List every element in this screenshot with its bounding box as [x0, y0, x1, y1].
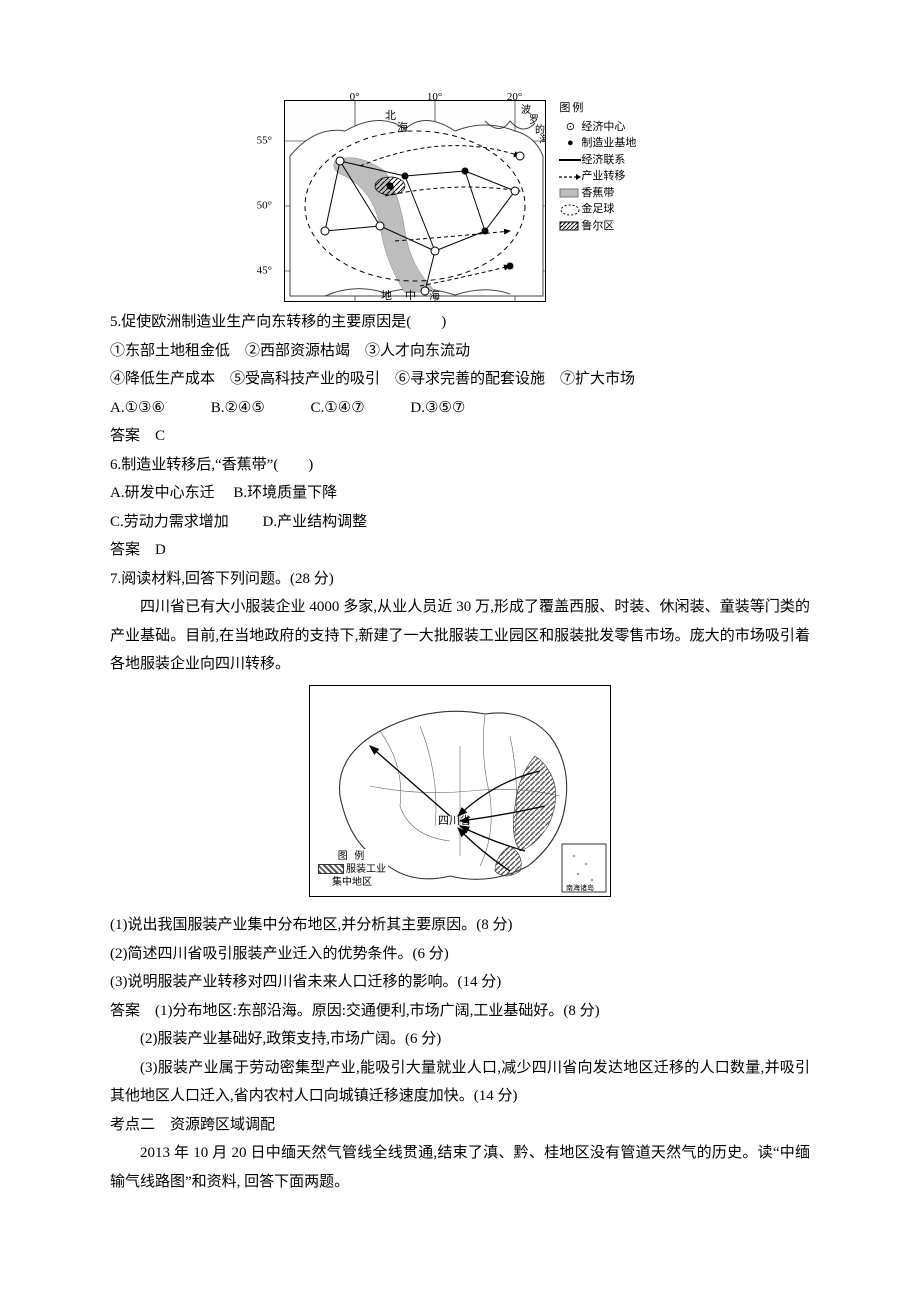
legend-mfg-base: 制造业基地 [581, 137, 636, 149]
q5-optC: C.①④⑦ [311, 394, 365, 423]
q5-stem: 5.促使欧洲制造业生产向东转移的主要原因是( ) [110, 308, 810, 337]
europe-map-svg: 北 海 波 罗 的 海 地 中 海 [285, 101, 545, 301]
q5-cand-line1: ①东部土地租金低 ②西部资源枯竭 ③人才向东流动 [110, 337, 810, 366]
north-sea-label-2: 海 [397, 120, 408, 134]
inset-label: 南海诸岛 [566, 883, 594, 892]
legend-ind-transfer: 产业转移 [581, 170, 625, 182]
q7-answer-3: (3)服装产业属于劳动密集型产业,能吸引大量就业人口,减少四川省向发达地区迁移的… [110, 1054, 810, 1111]
legend-football: 金足球 [581, 203, 614, 215]
q7-para: 四川省已有大小服装企业 4000 多家,从业人员近 30 万,形成了覆盖西服、时… [110, 593, 810, 679]
q6-optB: B.环境质量下降 [233, 485, 337, 501]
q7-sub1: (1)说出我国服装产业集中分布地区,并分析其主要原因。(8 分) [110, 911, 810, 940]
kd2-para: 2013 年 10 月 20 日中缅天然气管线全线贯通,结束了滇、黔、桂地区没有… [110, 1139, 810, 1196]
legend-ruhr: 鲁尔区 [581, 220, 614, 232]
q5-answer: 答案 C [110, 422, 810, 451]
lon-label-2: 20° [507, 87, 522, 108]
q5-optA: A.①③⑥ [110, 394, 165, 423]
answer-prefix: 答案 [110, 1003, 140, 1019]
q6-options-line1: A.研发中心东迁 B.环境质量下降 [110, 479, 810, 508]
q7-sub3: (3)说明服装产业转移对四川省未来人口迁移的影响。(14 分) [110, 968, 810, 997]
figure1-legend: 图例 ⊙经济中心 ●制造业基地 经济联系 产业转移 香蕉带 金足球 鲁尔区 [559, 100, 636, 234]
q6-stem: 6.制造业转移后,“香蕉带”( ) [110, 451, 810, 480]
lon-label-0: 0° [350, 87, 360, 108]
legend-econ-center: 经济中心 [581, 121, 625, 133]
q5-cand-line2: ④降低生产成本 ⑤受高科技产业的吸引 ⑥寻求完善的配套设施 ⑦扩大市场 [110, 365, 810, 394]
svg-text:海: 海 [429, 288, 440, 301]
lon-label-1: 10° [427, 87, 442, 108]
q7-sub2: (2)简述四川省吸引服装产业迁入的优势条件。(6 分) [110, 940, 810, 969]
q6-optC: C.劳动力需求增加 [110, 514, 229, 530]
q6-optA: A.研发中心东迁 [110, 485, 215, 501]
north-sea-label-1: 北 [385, 109, 396, 122]
q5-optB: B.②④⑤ [211, 394, 265, 423]
figure-china-map: 四川省 南海诸岛 图 例 服装工业集中地区 [110, 685, 810, 908]
q7-ans1-text: (1)分布地区:东部沿海。原因:交通便利,市场广阔,工业基础好。(8 分) [155, 1003, 600, 1019]
lat-label-0: 55° [257, 131, 272, 152]
q5-options: A.①③⑥ B.②④⑤ C.①④⑦ D.③⑤⑦ [110, 394, 810, 423]
svg-text:中: 中 [405, 289, 416, 301]
q6-options-line2: C.劳动力需求增加 D.产业结构调整 [110, 508, 810, 537]
q7-stem: 7.阅读材料,回答下列问题。(28 分) [110, 565, 810, 594]
q6-answer: 答案 D [110, 536, 810, 565]
legend-econ-link: 经济联系 [581, 154, 625, 166]
sichuan-label: 四川省 [438, 814, 471, 827]
q7-answer-2: (2)服装产业基础好,政策支持,市场广阔。(6 分) [110, 1025, 810, 1054]
q6-optD: D.产业结构调整 [263, 514, 368, 530]
q7-answer-1: 答案 (1)分布地区:东部沿海。原因:交通便利,市场广阔,工业基础好。(8 分) [110, 997, 810, 1026]
q5-optD: D.③⑤⑦ [410, 394, 465, 423]
legend-banana: 香蕉带 [581, 187, 614, 199]
legend-title: 图例 [559, 100, 636, 117]
figure2-legend: 图 例 服装工业集中地区 [316, 849, 388, 890]
lat-label-1: 50° [257, 196, 272, 217]
kd2-title: 考点二 资源跨区域调配 [110, 1111, 810, 1140]
svg-text:地: 地 [381, 289, 392, 301]
fig2-legend-title: 图 例 [318, 850, 386, 863]
svg-text:海: 海 [539, 133, 545, 146]
figure-europe-map: 0° 10° 20° 55° 50° 45° [110, 100, 810, 302]
lat-label-2: 45° [257, 261, 272, 282]
